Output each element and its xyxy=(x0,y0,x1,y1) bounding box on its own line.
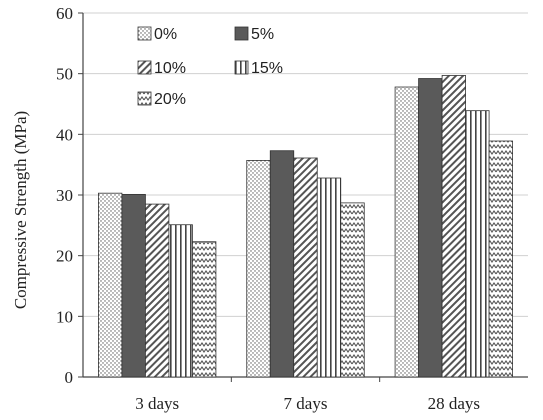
bar-0pct-28-days xyxy=(394,86,419,378)
legend-label-20pct: 20% xyxy=(154,91,186,108)
bar-15pct-3-days xyxy=(168,224,193,378)
y-tick-label: 30 xyxy=(56,186,73,205)
y-tick-label: 50 xyxy=(56,65,73,84)
legend-label-15pct: 15% xyxy=(251,60,283,77)
x-category-label: 3 days xyxy=(135,394,179,413)
legend-label-5pct: 5% xyxy=(251,26,274,43)
y-tick-label: 10 xyxy=(56,307,73,326)
y-tick-label: 0 xyxy=(65,368,74,387)
tick-labels: 0 10 20 30 40 50 60 3 days 7 days 28 days xyxy=(56,4,480,413)
legend-swatch-15pct xyxy=(234,60,249,75)
bar-15pct-28-days xyxy=(465,110,490,378)
legend-label-0pct: 0% xyxy=(154,26,177,43)
bar-10pct-3-days xyxy=(145,203,170,378)
legend-swatch-10pct xyxy=(137,60,152,75)
bar-10pct-7-days xyxy=(293,157,318,378)
y-tick-label: 60 xyxy=(56,4,73,23)
bar-0pct-7-days xyxy=(246,160,271,378)
legend-label-10pct: 10% xyxy=(154,60,186,77)
bar-5pct-7-days xyxy=(269,150,295,378)
legend-swatch-5pct xyxy=(234,26,249,41)
legend-swatch-0pct xyxy=(137,26,152,41)
bar-15pct-7-days xyxy=(316,177,342,378)
bar-20pct-7-days xyxy=(340,202,365,378)
y-axis-title: Compressive Strength (MPa) xyxy=(11,111,30,309)
bar-5pct-3-days xyxy=(121,193,146,378)
bar-20pct-3-days xyxy=(192,241,217,378)
x-category-label: 7 days xyxy=(284,394,328,413)
x-category-label: 28 days xyxy=(428,394,480,413)
bar-5pct-28-days xyxy=(418,78,443,378)
y-tick-label: 40 xyxy=(56,125,73,144)
y-tick-label: 20 xyxy=(56,247,73,266)
bars xyxy=(98,75,513,378)
legend-swatch-20pct xyxy=(137,91,152,106)
legend: 0% 5% 10% 15% 20% xyxy=(137,26,283,108)
bar-10pct-28-days xyxy=(441,75,466,378)
bar-0pct-3-days xyxy=(98,192,123,378)
bar-20pct-28-days xyxy=(488,140,513,378)
